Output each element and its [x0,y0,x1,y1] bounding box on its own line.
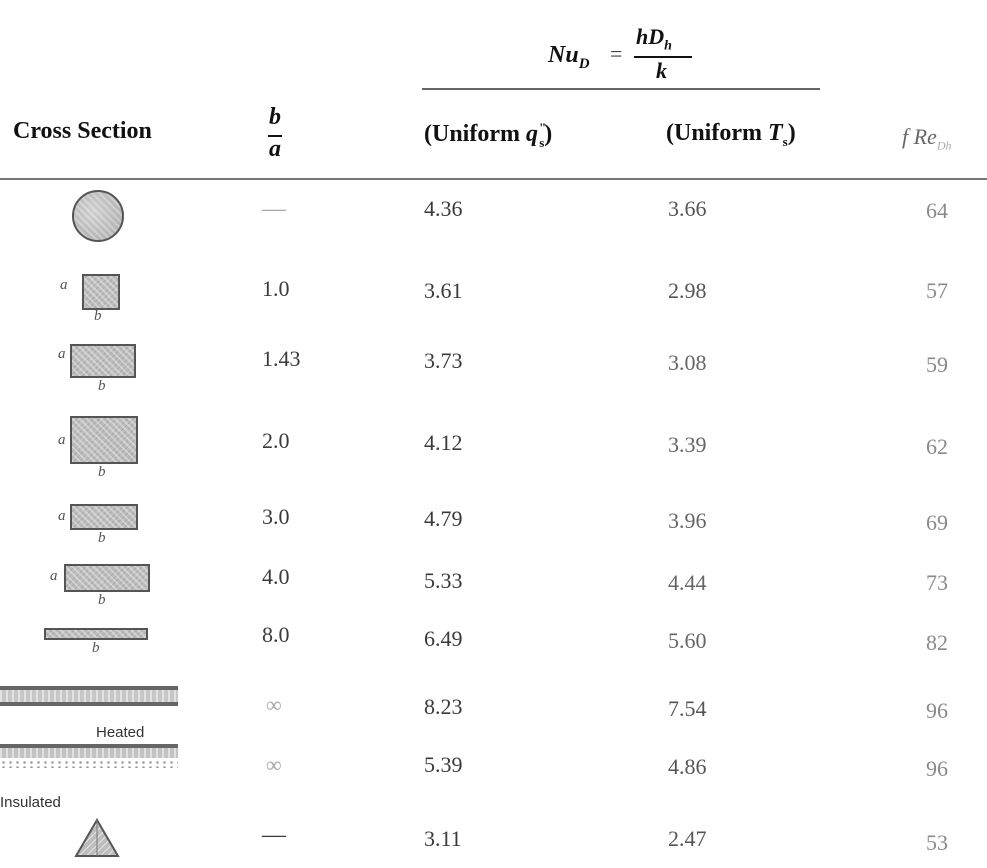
cross-section-triangle-icon [74,818,120,857]
nu-uniform-t-value: 7.54 [668,696,707,721]
f-re-value: 62 [926,434,948,459]
header-ratio-denominator: a [269,136,281,162]
table-row: a b 1.43 3.73 3.08 59 [0,334,987,400]
table-row: b 8.0 6.49 5.60 82 [0,620,987,680]
nu-uniform-q-value: 3.11 [424,826,462,851]
ratio-value: 2.0 [262,428,290,453]
side-label-b: b [98,464,106,480]
header-ratio: b a [264,104,288,164]
side-label-a: a [58,346,66,362]
header-cross-section: Cross Section [13,118,152,144]
f-re-value: 73 [926,570,948,595]
table-row: Heated Insulated ∞ 5.39 4.86 96 [0,720,987,816]
cross-section-circle-icon [72,190,124,242]
ratio-value: 1.43 [262,346,301,371]
side-label-a: a [50,568,58,584]
nu-uniform-q-value: 4.12 [424,430,463,455]
f-re-value: 57 [926,278,948,303]
f-re-value: 69 [926,510,948,535]
side-label-b: b [92,640,100,656]
side-label-b: b [98,530,106,546]
ratio-value: ∞ [266,752,282,777]
cross-section-thin-rectangle-icon [44,628,148,640]
side-label-b: b [94,308,102,324]
nu-uniform-q-value: 3.61 [424,278,463,303]
f-re-value: 59 [926,352,948,377]
table-row: a b 4.0 5.33 4.44 73 [0,558,987,618]
header-ratio-line [268,135,282,137]
equation-underline-rule [422,88,820,90]
nu-uniform-q-value: 4.36 [424,196,463,221]
nu-uniform-t-value: 5.60 [668,628,707,653]
nu-uniform-t-value: 2.98 [668,278,707,303]
nu-uniform-q-value: 8.23 [424,694,463,719]
equation-lhs: NuD [548,42,590,72]
nu-uniform-q-value: 6.49 [424,626,463,651]
f-re-value: 82 [926,630,948,655]
f-re-value: 64 [926,198,948,223]
side-label-b: b [98,378,106,394]
cross-section-rectangle-icon [70,344,136,378]
parallel-plates-icon [0,686,178,706]
f-re-value: 53 [926,830,948,855]
nu-uniform-t-value: 4.44 [668,570,707,595]
nusselt-equation: NuD = hDh k [548,22,718,83]
table-row: a b 2.0 4.12 3.39 62 [0,412,987,488]
heated-insulated-plates-icon [0,744,178,768]
f-re-value: 96 [926,698,948,723]
nu-uniform-t-value: 4.86 [668,754,707,779]
table-row: — 3.11 2.47 53 [0,812,987,868]
nu-uniform-q-value: 5.39 [424,752,463,777]
ratio-value: 3.0 [262,504,290,529]
nu-uniform-t-value: 2.47 [668,826,707,851]
side-label-a: a [60,277,68,293]
nu-uniform-t-value: 3.66 [668,196,707,221]
nu-uniform-t-value: 3.39 [668,432,707,457]
equation-equals: = [610,41,623,66]
header-rule [0,178,987,180]
header-f-re: f ReDh [902,124,952,153]
f-re-value: 96 [926,756,948,781]
ratio-value: 8.0 [262,622,290,647]
equation-denominator: k [656,58,667,83]
heated-label: Heated [96,724,145,741]
table-row: ∞ 8.23 7.54 96 [0,680,987,740]
cross-section-rectangle-icon [64,564,150,592]
ratio-value: — [262,822,286,848]
header-uniform-q: (Uniform q"s) [424,120,553,150]
nu-uniform-q-value: 4.79 [424,506,463,531]
ratio-value: — [262,196,286,222]
equation-numerator: hDh [636,24,672,54]
table-row: a b 3.0 4.79 3.96 69 [0,498,987,560]
insulated-label: Insulated [0,794,61,811]
equation-fraction-line [634,56,692,58]
ratio-value: 1.0 [262,276,290,301]
side-label-b: b [98,592,106,608]
table-row: — 4.36 3.66 64 [0,180,987,242]
side-label-a: a [58,432,66,448]
nu-uniform-q-value: 5.33 [424,568,463,593]
ratio-value: ∞ [266,692,282,717]
cross-section-rectangle-icon [70,504,138,530]
table-row: a b 1.0 3.61 2.98 57 [0,262,987,324]
cross-section-rectangle-icon [70,416,138,464]
nu-uniform-t-value: 3.96 [668,508,707,533]
nu-uniform-q-value: 3.73 [424,348,463,373]
side-label-a: a [58,508,66,524]
nu-uniform-t-value: 3.08 [668,350,707,375]
cross-section-square-icon [82,274,120,310]
ratio-value: 4.0 [262,564,290,589]
header-ratio-numerator: b [269,104,281,130]
header-uniform-t: (Uniform Ts) [666,120,796,149]
